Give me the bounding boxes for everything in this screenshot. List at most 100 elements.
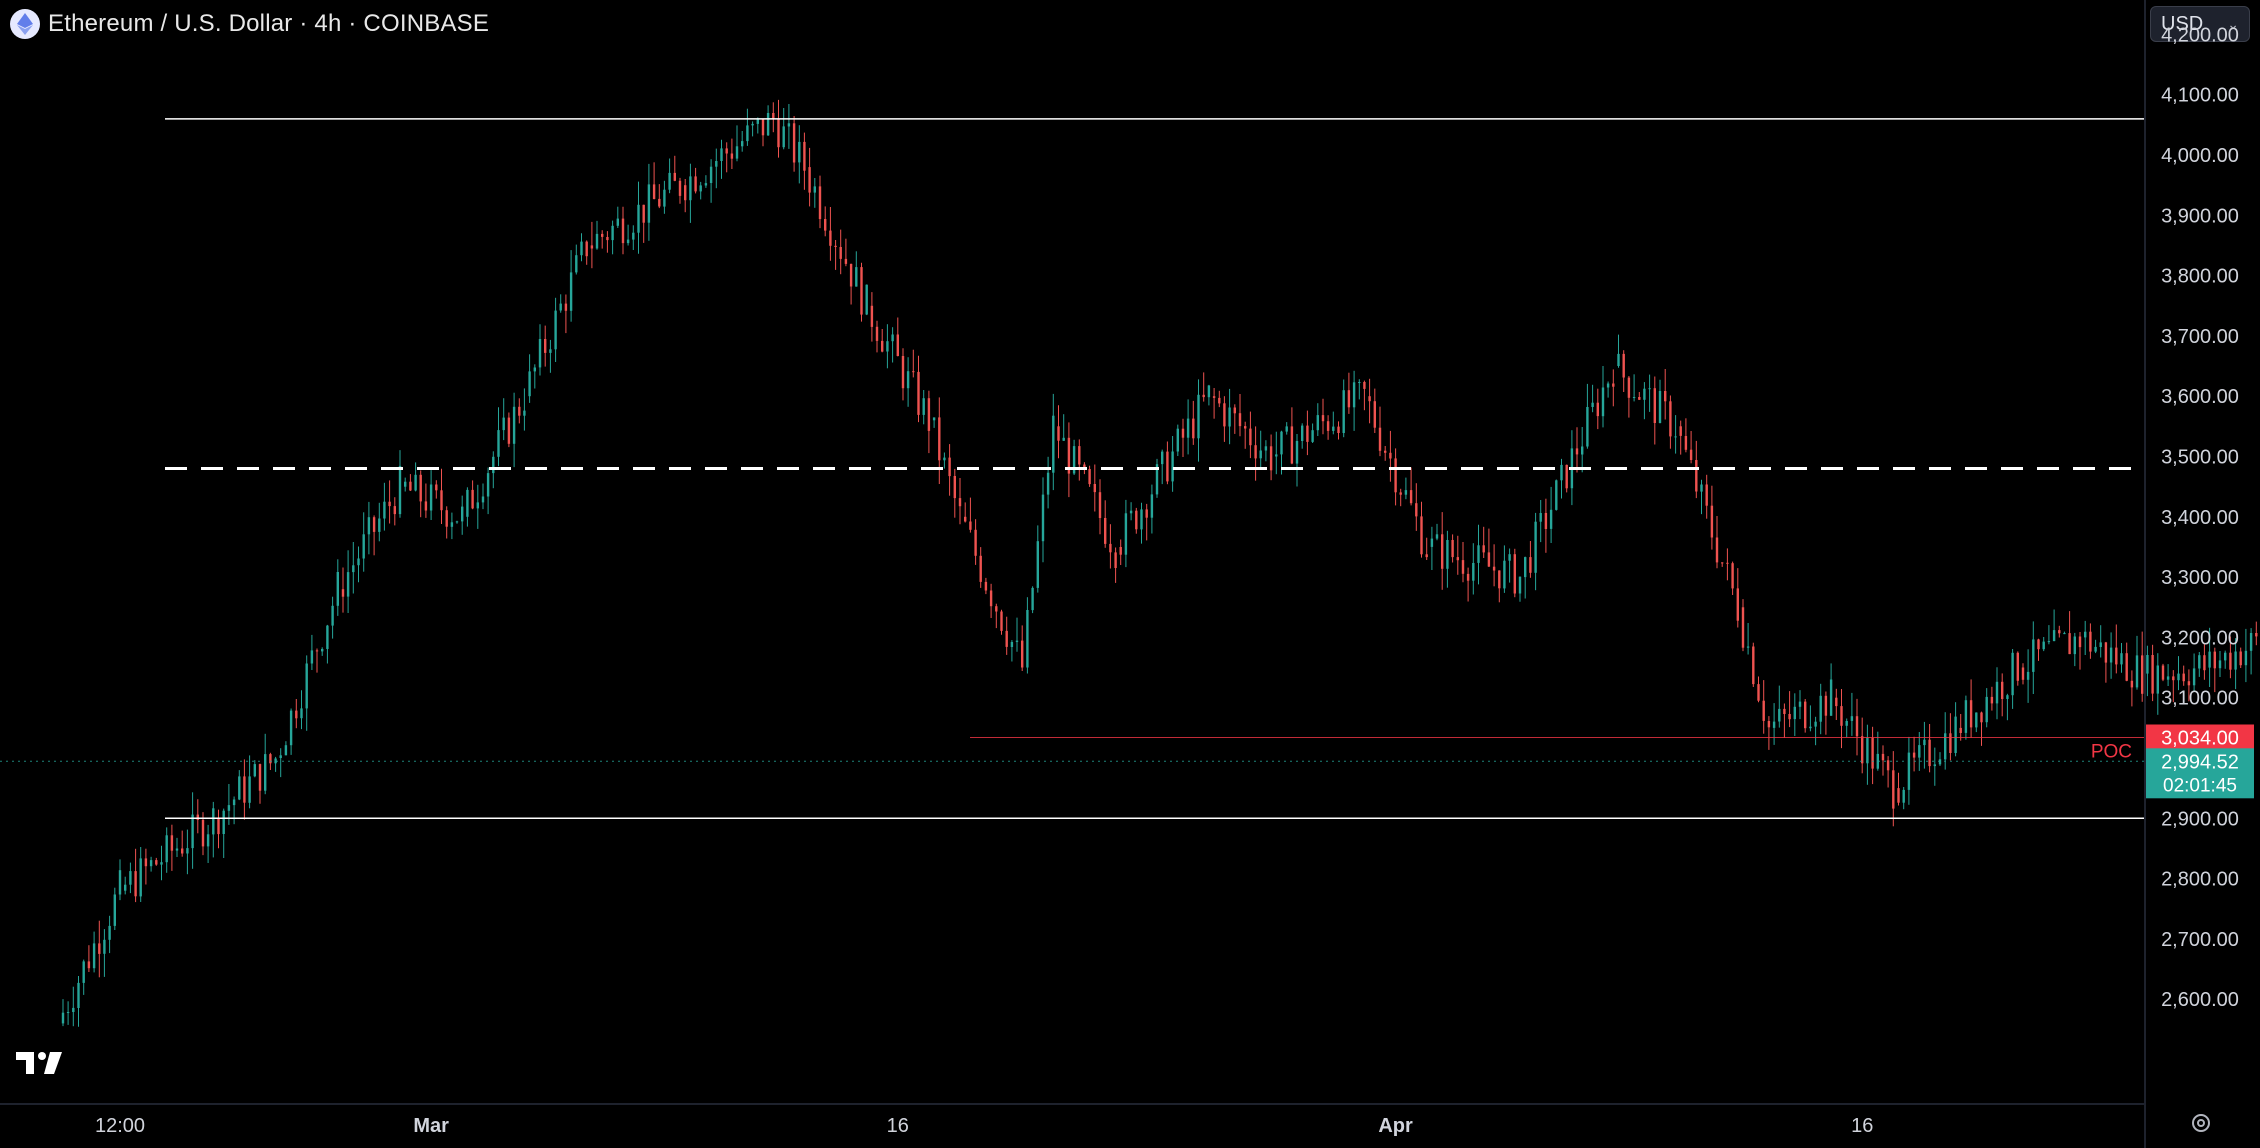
candle-body bbox=[1207, 385, 1211, 398]
candle-body bbox=[134, 871, 137, 897]
poc-price-text: 3,034.00 bbox=[2161, 727, 2239, 749]
candle-body bbox=[1441, 534, 1444, 569]
candle-body bbox=[834, 245, 837, 247]
candle-body bbox=[549, 349, 552, 353]
candle-body bbox=[1031, 587, 1034, 611]
candle-body bbox=[1715, 537, 1719, 563]
candle-body bbox=[875, 326, 879, 341]
candle-body bbox=[87, 961, 91, 969]
candle-body bbox=[694, 176, 697, 192]
candle-body bbox=[1679, 426, 1682, 436]
candle-body bbox=[772, 113, 775, 119]
candle-body bbox=[1477, 545, 1480, 563]
candle-body bbox=[476, 502, 479, 509]
settings-gear-icon[interactable] bbox=[2188, 1110, 2214, 1136]
price-tick-label: 3,900.00 bbox=[2161, 205, 2239, 227]
candle-body bbox=[1938, 759, 1942, 765]
candle-body bbox=[1399, 492, 1402, 495]
candle-body bbox=[813, 186, 816, 193]
candle-body bbox=[715, 161, 718, 167]
candle-body bbox=[969, 521, 972, 530]
candle-body bbox=[663, 189, 666, 207]
candle-body bbox=[1285, 426, 1288, 432]
candle-body bbox=[512, 406, 516, 444]
candle-body bbox=[196, 814, 199, 820]
candle-body bbox=[1358, 382, 1361, 383]
candle-body bbox=[398, 465, 402, 515]
candle-body bbox=[1415, 503, 1418, 517]
candle-body bbox=[1596, 402, 1599, 417]
candle-body bbox=[2229, 652, 2232, 670]
candle-body bbox=[1326, 421, 1330, 431]
candle-body bbox=[1767, 721, 1771, 728]
candle-body bbox=[839, 247, 842, 259]
candle-body bbox=[393, 506, 396, 515]
currency-selector[interactable]: USD ⌄ bbox=[2150, 6, 2250, 42]
candle-body bbox=[922, 398, 925, 415]
price-tick-label: 4,100.00 bbox=[2161, 85, 2239, 107]
candle-body bbox=[1508, 554, 1511, 561]
candle-body bbox=[989, 590, 993, 607]
candle-body bbox=[1083, 464, 1086, 469]
candle-body bbox=[217, 818, 220, 835]
candle-body bbox=[1275, 454, 1278, 457]
candle-body bbox=[1430, 538, 1434, 547]
candle-body bbox=[2130, 680, 2134, 688]
candle-body bbox=[1835, 697, 1838, 707]
candle-body bbox=[1368, 396, 1371, 402]
candle-body bbox=[1249, 428, 1252, 446]
candle-body bbox=[1752, 646, 1755, 685]
candle-body bbox=[1373, 401, 1376, 428]
chart-title[interactable]: Ethereum / U.S. Dollar · 4h · COINBASE bbox=[48, 10, 490, 37]
candle-body bbox=[1684, 436, 1688, 450]
candle-body bbox=[1425, 554, 1428, 558]
tradingview-logo-icon[interactable] bbox=[16, 1050, 66, 1081]
candle-body bbox=[1850, 716, 1854, 721]
candle-body bbox=[2151, 655, 2154, 694]
candle-body bbox=[1695, 460, 1698, 492]
candle-body bbox=[1378, 427, 1382, 451]
candle-body bbox=[1098, 492, 1102, 518]
candle-body bbox=[149, 860, 153, 867]
price-tick-label: 3,300.00 bbox=[2161, 567, 2239, 589]
candle-body bbox=[741, 141, 744, 147]
candle-body bbox=[699, 185, 702, 192]
candle-body bbox=[782, 126, 785, 148]
candle-body bbox=[1202, 394, 1205, 398]
candle-body bbox=[2115, 647, 2118, 665]
price-tick-label: 3,200.00 bbox=[2161, 627, 2239, 649]
candle-body bbox=[1871, 737, 1874, 769]
price-tick-label: 3,500.00 bbox=[2161, 447, 2239, 469]
candle-body bbox=[881, 340, 884, 352]
candle-body bbox=[829, 230, 832, 246]
candle-body bbox=[1129, 510, 1133, 514]
candle-body bbox=[388, 501, 391, 507]
price-tick-label: 3,800.00 bbox=[2161, 266, 2239, 288]
candle-body bbox=[1783, 708, 1786, 714]
candle-body bbox=[341, 589, 345, 597]
candle-body bbox=[1021, 640, 1024, 668]
candle-body bbox=[1254, 445, 1257, 459]
candle-body bbox=[155, 860, 158, 865]
candle-body bbox=[1892, 770, 1895, 809]
candle-body bbox=[642, 204, 645, 223]
candle-body bbox=[2109, 647, 2113, 663]
candle-body bbox=[445, 510, 448, 527]
candle-body bbox=[98, 943, 101, 954]
candle-body bbox=[1700, 484, 1703, 492]
candle-body bbox=[481, 496, 485, 503]
candle-body bbox=[2032, 639, 2035, 672]
candle-body bbox=[1155, 464, 1159, 495]
candle-body bbox=[1575, 448, 1579, 455]
candle-body bbox=[165, 835, 168, 863]
candle-body bbox=[1492, 566, 1496, 571]
candle-body bbox=[2208, 651, 2211, 668]
candle-body bbox=[1295, 441, 1299, 464]
candle-body bbox=[295, 710, 298, 719]
candle-body bbox=[792, 123, 796, 163]
candle-body bbox=[787, 123, 791, 127]
candle-body bbox=[1658, 391, 1662, 423]
candle-body bbox=[621, 218, 625, 244]
candle-body bbox=[2068, 633, 2071, 655]
